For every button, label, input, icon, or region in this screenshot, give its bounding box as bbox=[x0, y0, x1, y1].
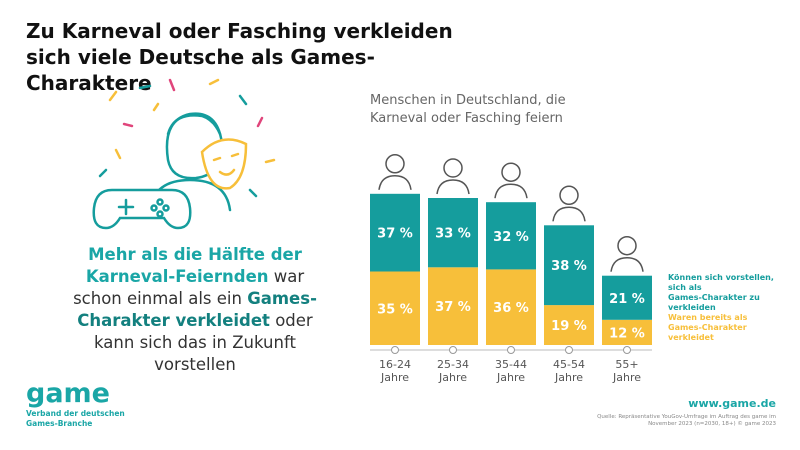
category-marker bbox=[449, 346, 457, 354]
title: Zu Karneval oder Fasching verkleiden sic… bbox=[26, 19, 453, 95]
x-tick-label-line: 35-44 bbox=[495, 358, 527, 371]
value-label: 33 % bbox=[435, 227, 471, 242]
person-body bbox=[610, 256, 644, 272]
x-tick-label: 55+ Jahre bbox=[612, 358, 641, 384]
legend-label: Waren bereits als Games-Charakter verkleid… bbox=[668, 313, 748, 342]
x-tick-label-line: 25-34 bbox=[437, 358, 469, 371]
bar-segment bbox=[370, 271, 420, 345]
chart-subtitle-line: Karneval oder Fasching feiern bbox=[370, 111, 563, 126]
chart-subtitle-line: Menschen in Deutschland, die bbox=[370, 93, 566, 108]
legend-label-line: Können sich vorstellen, bbox=[668, 273, 774, 282]
person-body bbox=[552, 206, 586, 222]
value-label: 35 % bbox=[377, 302, 413, 317]
x-tick-label: 16-24 Jahre bbox=[379, 358, 411, 384]
person-head bbox=[385, 154, 405, 174]
person-head bbox=[559, 185, 579, 206]
legend-label-line: sich als bbox=[668, 283, 702, 292]
value-label: 38 % bbox=[551, 259, 587, 274]
bar-segment bbox=[544, 225, 594, 306]
x-tick-label: 25-34 Jahre bbox=[437, 358, 469, 384]
callout-text: oder kann sich das in Zukunft vorstellen bbox=[94, 311, 313, 374]
legend-label-line: Games-Charakter zu bbox=[668, 293, 760, 302]
bar-segment bbox=[486, 202, 536, 270]
legend-label-line: Games-Charakter bbox=[668, 323, 747, 332]
x-tick-label: 45-54 Jahre bbox=[553, 358, 585, 384]
person-icon bbox=[610, 235, 644, 272]
person-icon bbox=[552, 185, 586, 222]
bar-segment bbox=[428, 198, 478, 268]
person-icon bbox=[494, 162, 528, 199]
legend-label-line: verkleiden bbox=[668, 303, 716, 312]
value-label: 19 % bbox=[551, 319, 587, 334]
bar-segment bbox=[602, 319, 652, 345]
association: Verband der deutschen Games-Branche bbox=[26, 409, 125, 428]
bar-segment bbox=[602, 275, 652, 320]
callout: Mehr als die Hälfte der Karneval-Feiernd… bbox=[60, 244, 330, 376]
person-head bbox=[443, 158, 463, 178]
value-label: 32 % bbox=[493, 230, 529, 245]
x-tick-label-line: 55+ bbox=[615, 358, 638, 371]
legend-label-line: verkleidet bbox=[668, 333, 714, 342]
value-label: 37 % bbox=[377, 227, 413, 242]
category-marker bbox=[507, 346, 515, 354]
logo: game bbox=[26, 378, 110, 409]
bar-segment bbox=[486, 269, 536, 345]
category-marker bbox=[623, 346, 631, 354]
person-icon bbox=[378, 154, 412, 190]
x-tick-label-line: Jahre bbox=[612, 371, 641, 384]
legend-label-line: Waren bereits als bbox=[668, 313, 748, 322]
x-tick-label-line: 45-54 bbox=[553, 358, 585, 371]
bar-segment bbox=[428, 267, 478, 345]
callout-highlight: Games-Charakter verkleidet bbox=[77, 289, 317, 330]
x-tick-label-line: Jahre bbox=[554, 371, 583, 384]
x-tick-label-line: Jahre bbox=[438, 371, 467, 384]
callout-text: war schon einmal als ein bbox=[73, 267, 305, 308]
chart-subtitle: Menschen in Deutschland, die Karneval ode… bbox=[370, 93, 566, 126]
value-label: 12 % bbox=[609, 326, 645, 341]
callout-highlight: Mehr als die Hälfte der Karneval-Feiernd… bbox=[85, 245, 302, 286]
person-icon bbox=[436, 158, 470, 195]
category-marker bbox=[565, 346, 573, 354]
source: Quelle: Repräsentative YouGov-Umfrage im… bbox=[597, 414, 776, 427]
illustration bbox=[92, 78, 276, 230]
bar-segment bbox=[544, 305, 594, 345]
x-tick-label-line: Jahre bbox=[496, 371, 525, 384]
person-body bbox=[494, 183, 528, 199]
bar-segment bbox=[370, 193, 420, 272]
person-body bbox=[378, 175, 412, 190]
category-marker bbox=[391, 346, 399, 354]
value-label: 37 % bbox=[435, 300, 471, 315]
website: www.game.de bbox=[688, 397, 776, 410]
person-body bbox=[436, 179, 470, 195]
person-head bbox=[617, 235, 637, 256]
legend-label: Können sich vorstellen, sich als Games-Cha… bbox=[668, 273, 774, 312]
value-label: 36 % bbox=[493, 301, 529, 316]
x-tick-label: 35-44 Jahre bbox=[495, 358, 527, 384]
x-tick-label-line: 16-24 bbox=[379, 358, 411, 371]
person-head bbox=[501, 162, 521, 182]
value-label: 21 % bbox=[609, 292, 645, 307]
x-tick-label-line: Jahre bbox=[380, 371, 409, 384]
